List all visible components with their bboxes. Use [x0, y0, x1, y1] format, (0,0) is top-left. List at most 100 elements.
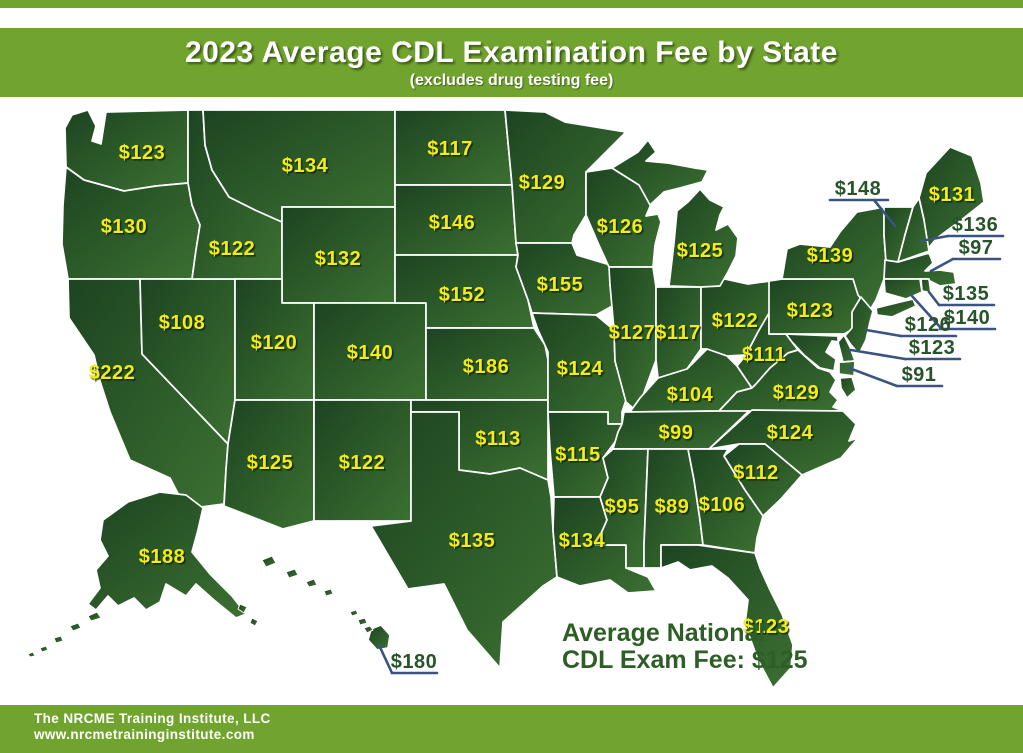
fee-label-ks: $186: [463, 356, 510, 378]
callout-leader-hi: [377, 643, 394, 675]
state-shape-tx: [370, 411, 558, 669]
fee-label-co: $140: [347, 342, 394, 364]
page-subtitle: (excludes drug testing fee): [409, 72, 614, 89]
callout-leader-nj: [864, 328, 903, 338]
fee-label-wy: $132: [315, 248, 362, 270]
fee-label-ia: $155: [537, 274, 584, 296]
fee-label-oh: $122: [712, 310, 759, 332]
callout-fee-label-md: $91: [902, 364, 937, 386]
virginia-eastern-shore-shape: [839, 376, 857, 399]
state-shape-ga: [687, 448, 764, 554]
footer-bar: The NRCME Training Institute, LLC www.nr…: [0, 705, 1023, 753]
fee-label-nc: $124: [767, 422, 814, 444]
island-shape-0: [87, 611, 102, 622]
fee-label-mn: $129: [519, 172, 566, 194]
fee-label-ky: $104: [667, 384, 714, 406]
fee-label-ok: $113: [475, 428, 520, 450]
island-shape-10: [323, 588, 334, 597]
callout-leader-ct: [910, 294, 942, 329]
callout-leader-ma: [929, 257, 955, 273]
island-shape-12: [357, 617, 368, 626]
island-shape-3: [39, 645, 49, 653]
fee-label-in: $117: [655, 322, 700, 344]
state-shape-fl: [660, 544, 794, 689]
callout-fee-label-nh: $136: [952, 214, 999, 236]
callout-leader-de: [849, 348, 907, 361]
callout-fee-label-ma: $97: [959, 237, 994, 259]
callout-leader-vt: [872, 198, 897, 228]
fee-label-nv: $108: [159, 312, 206, 334]
fee-label-la: $134: [559, 530, 606, 552]
state-shape-ct: [883, 278, 923, 300]
state-shape-sc: [723, 443, 803, 517]
island-shape-6: [249, 617, 259, 627]
national-average-line2: CDL Exam Fee: $125: [562, 646, 808, 674]
fee-label-or: $130: [101, 216, 148, 238]
fee-label-tx: $135: [449, 530, 496, 552]
state-shape-mi: [668, 188, 739, 288]
fee-label-va: $129: [773, 382, 820, 404]
callout-fee-label-de: $123: [909, 337, 956, 359]
callout-leader-nh: [919, 234, 950, 243]
national-average-line1: Average National: [562, 619, 766, 647]
island-shape-7: [261, 555, 277, 568]
new-york-long-island-shape: [875, 298, 917, 318]
island-shape-4: [27, 651, 36, 658]
fee-label-al: $89: [655, 496, 690, 518]
footer-company: The NRCME Training Institute, LLC: [34, 711, 271, 726]
fee-label-il: $127: [609, 322, 656, 344]
island-shape-1: [69, 622, 82, 632]
fee-label-sc: $112: [733, 462, 778, 484]
top-green-strip: [0, 0, 1023, 8]
fee-label-pa: $123: [787, 300, 834, 322]
fee-label-me: $131: [929, 184, 976, 206]
island-shape-9: [305, 578, 318, 588]
callout-leader-md: [847, 366, 899, 388]
state-shape-hi: [367, 624, 391, 651]
fee-label-mo: $124: [557, 358, 604, 380]
fee-label-mi: $125: [677, 240, 724, 262]
fee-label-wi: $126: [597, 216, 644, 238]
callout-fee-label-vt: $148: [835, 178, 882, 200]
callout-fee-label-ri: $135: [943, 283, 990, 305]
fee-label-nm: $122: [339, 452, 386, 474]
fee-label-fl: $123: [743, 616, 790, 638]
callout-fee-label-ct: $140: [944, 307, 991, 329]
national-average-note: Average National CDL Exam Fee: $125: [562, 620, 808, 674]
michigan-upper-peninsula-shape: [611, 139, 709, 206]
fee-label-wa: $123: [119, 142, 166, 164]
state-shape-ak: [87, 491, 247, 619]
fee-label-ga: $106: [699, 494, 746, 516]
fee-label-ut: $120: [251, 332, 298, 354]
state-shape-md: [785, 333, 856, 377]
fee-label-ny: $139: [807, 245, 854, 267]
fee-label-mt: $134: [282, 155, 329, 177]
title-band: 2023 Average CDL Examination Fee by Stat…: [0, 28, 1023, 97]
callout-fee-label-nj: $126: [905, 314, 952, 336]
state-shape-va: [718, 349, 844, 412]
fee-label-nd: $117: [427, 138, 472, 160]
state-shape-nh: [897, 197, 930, 263]
island-shape-8: [285, 568, 299, 579]
fee-label-tn: $99: [659, 422, 694, 444]
island-shape-2: [53, 635, 64, 644]
fee-label-ms: $95: [605, 496, 640, 518]
fee-label-az: $125: [247, 452, 294, 474]
footer-website: www.nrcmetraininginstitute.com: [34, 727, 255, 742]
island-shape-13: [363, 625, 374, 634]
callout-leader-ri: [927, 290, 941, 307]
fee-label-ne: $152: [439, 284, 486, 306]
state-shape-nc: [708, 409, 859, 476]
state-shape-ia: [515, 242, 618, 316]
fee-label-ak: $188: [139, 546, 186, 568]
fee-label-ar: $115: [555, 444, 600, 466]
fee-label-sd: $146: [429, 212, 476, 234]
island-shape-5: [237, 603, 248, 614]
island-shape-11: [349, 609, 359, 617]
fee-label-ca: $222: [89, 362, 136, 384]
page-title: 2023 Average CDL Examination Fee by Stat…: [185, 36, 838, 69]
callout-fee-label-hi: $180: [391, 651, 438, 673]
fee-label-id: $122: [209, 238, 256, 260]
